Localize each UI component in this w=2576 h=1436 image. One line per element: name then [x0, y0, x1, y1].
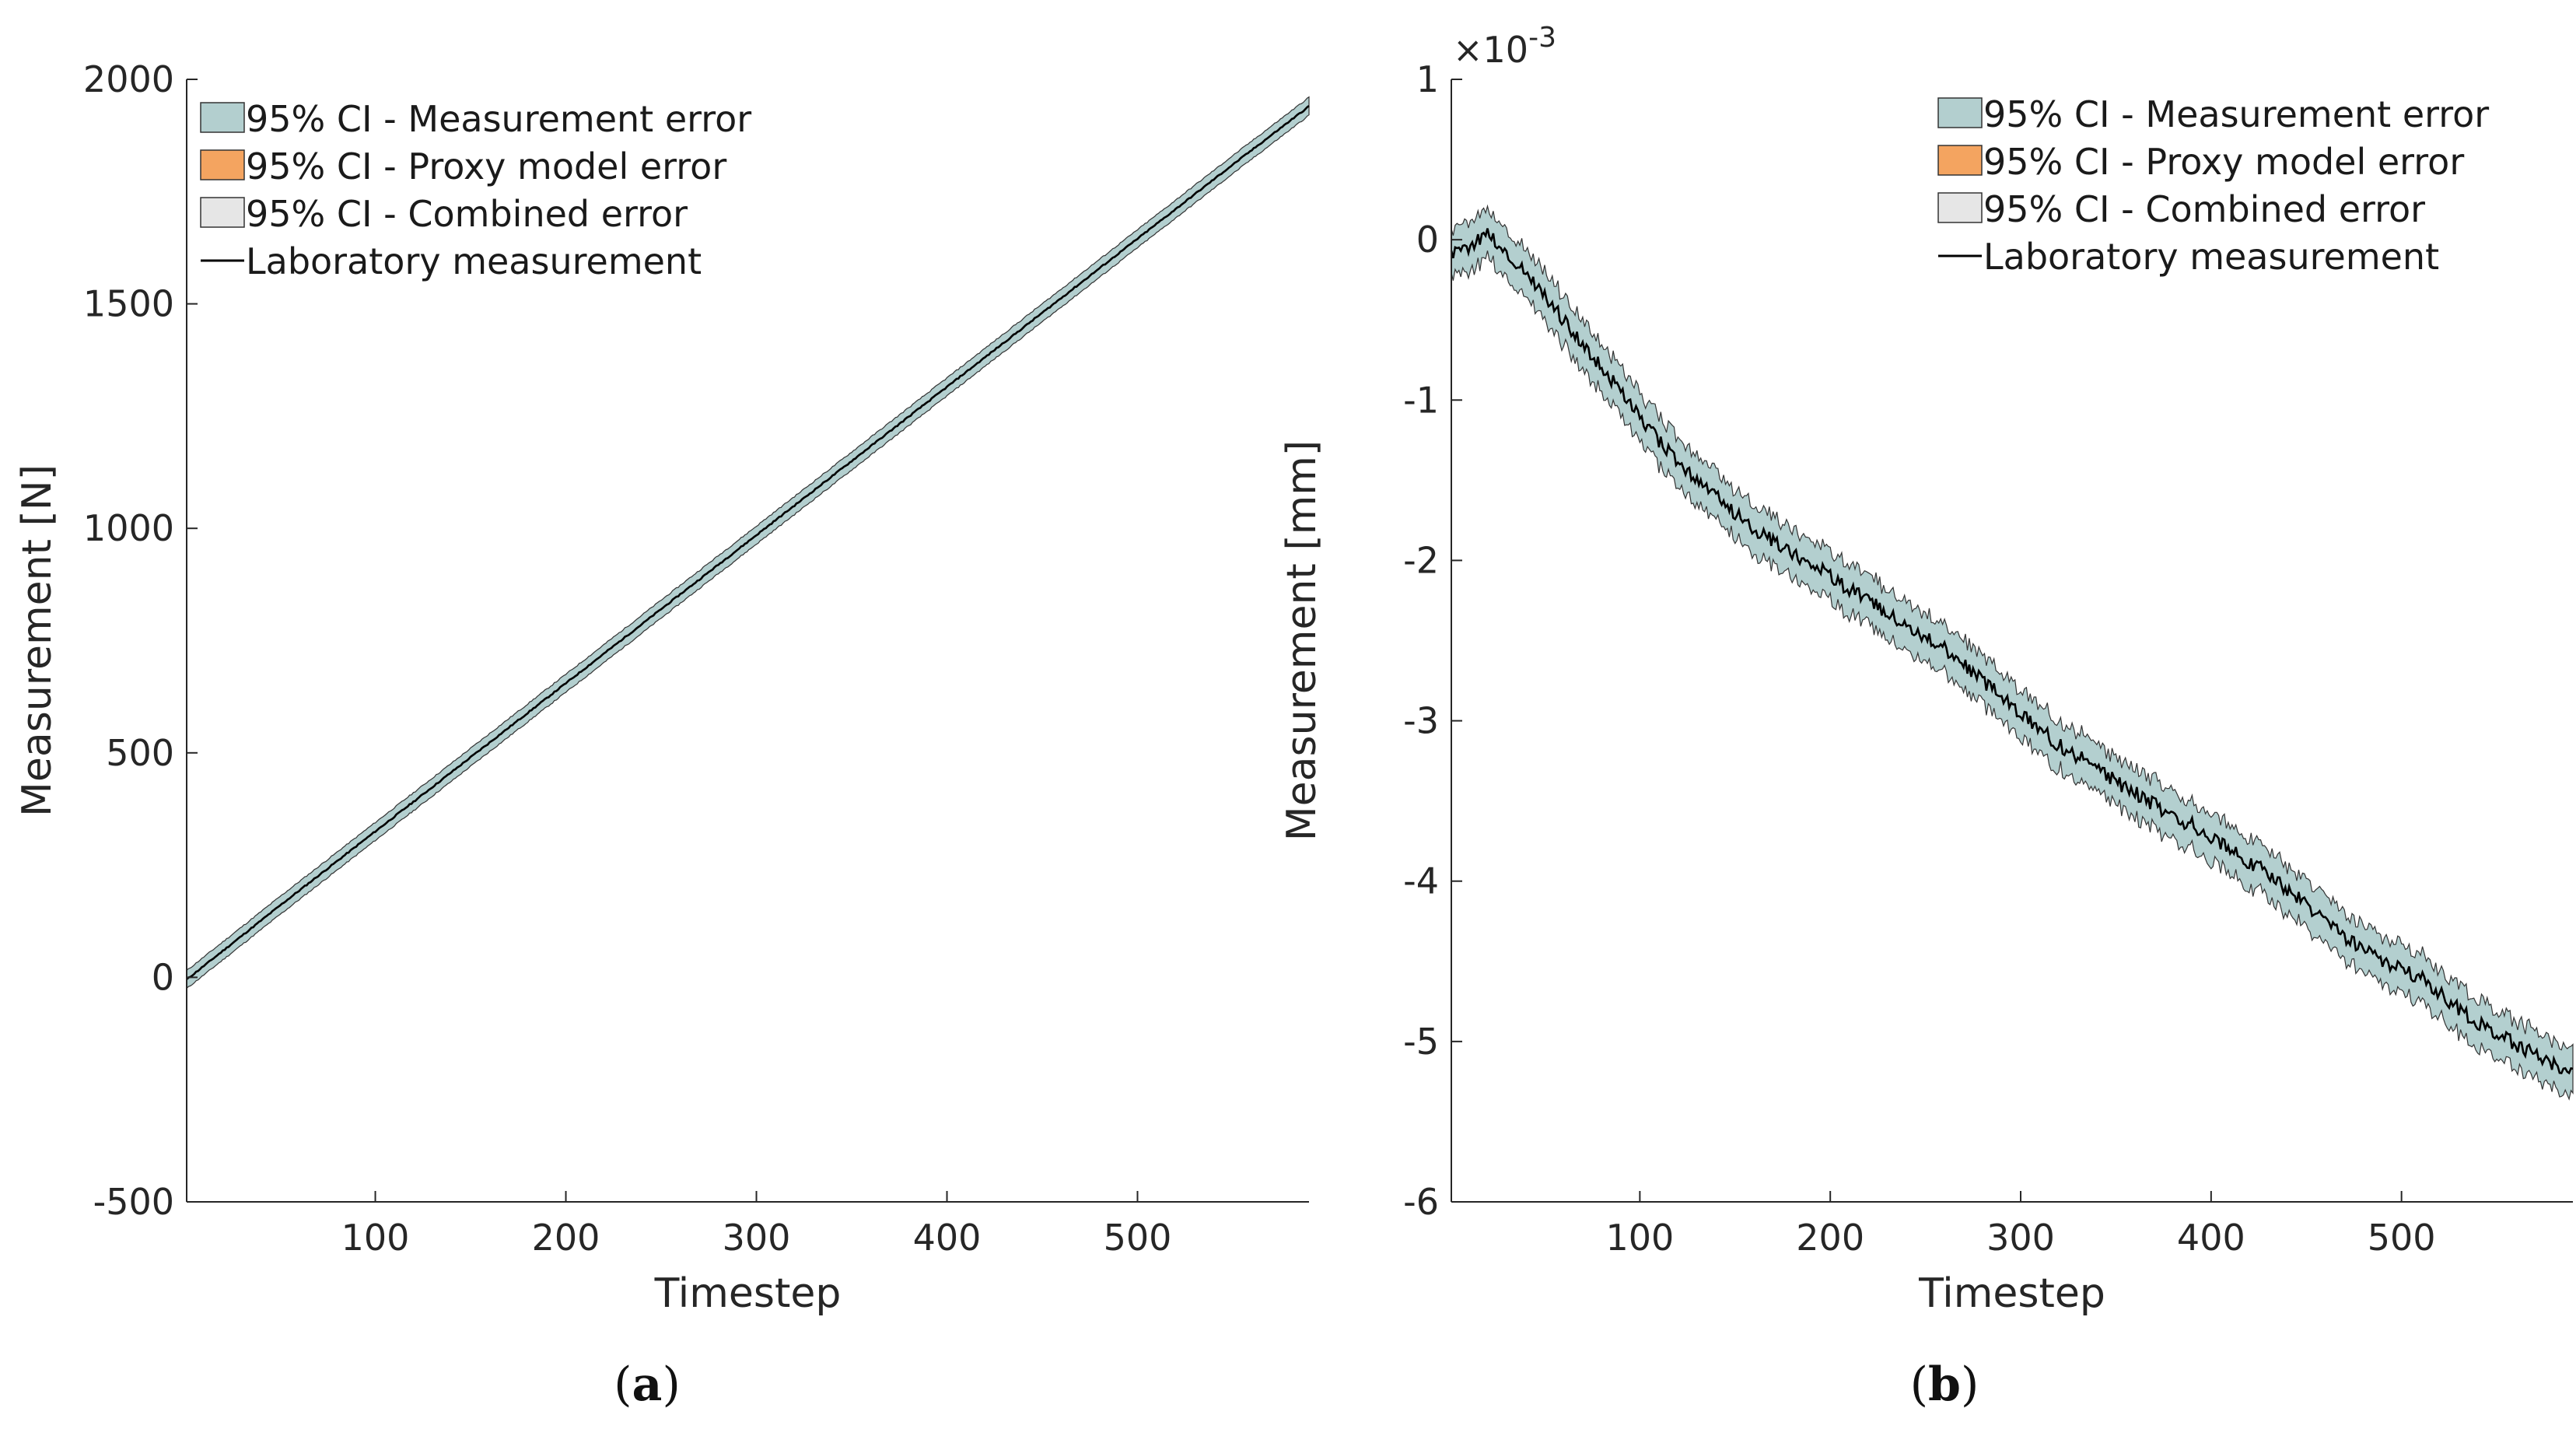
y-tick-label: -5	[1403, 1021, 1439, 1063]
x-tick-label: 300	[1986, 1217, 2055, 1259]
legend-label: Laboratory measurement	[1983, 236, 2439, 278]
y-tick-label: 500	[106, 732, 174, 774]
legend-swatch-combined-error	[1937, 192, 1983, 223]
laboratory-measurement-line	[186, 105, 1310, 980]
x-tick-label: 200	[532, 1217, 600, 1259]
x-tick-label: 400	[913, 1217, 982, 1259]
legend-swatch-measurement-error	[1937, 97, 1983, 128]
legend-label: 95% CI - Measurement error	[246, 98, 751, 140]
chart-panel-b: 100 200 300 400 500-6-5-4-3-2-101×10-3Timest…	[1279, 22, 2574, 1317]
laboratory-measurement-line	[1450, 228, 2574, 1075]
y-axis-label: Measurement [N]	[14, 464, 61, 817]
y-tick-label: -2	[1403, 539, 1439, 581]
y-exponent-power: -3	[1528, 22, 1556, 54]
y-exponent-label: ×10-3	[1453, 22, 1556, 71]
x-axis-label: Timestep	[654, 1270, 842, 1317]
y-tick-label: 0	[152, 956, 174, 998]
legend-swatch-combined-error	[200, 197, 245, 228]
x-tick-label: 100	[341, 1217, 410, 1259]
x-tick-label: 300	[723, 1217, 791, 1259]
legend-label: 95% CI - Combined error	[246, 193, 688, 235]
caption-b-letter: b	[1928, 1357, 1961, 1412]
legend-label: 95% CI - Measurement error	[1983, 93, 2489, 135]
legend-swatch-measurement-error	[200, 102, 245, 133]
legend-swatch-proxy-model-error	[200, 149, 245, 180]
legend-label: 95% CI - Proxy model error	[1983, 141, 2464, 183]
x-tick-label: 100	[1605, 1217, 1674, 1259]
y-axis-label: Measurement [mm]	[1279, 440, 1325, 841]
x-tick-label: 500	[1104, 1217, 1172, 1259]
y-tick-label: 0	[1416, 219, 1439, 261]
legend-label: 95% CI - Combined error	[1983, 188, 2425, 230]
x-axis-label: Timestep	[1918, 1270, 2105, 1317]
y-tick-label: -500	[93, 1181, 174, 1223]
caption-b: (b)	[1910, 1357, 1979, 1412]
x-tick-label: 200	[1796, 1217, 1864, 1259]
y-tick-label: 2000	[83, 58, 174, 100]
legend-label: Laboratory measurement	[246, 240, 702, 282]
chart-panel-a: 100 200 300 400 500 -500 0 500 1000 1500 2000 Times…	[14, 58, 1310, 1317]
caption-a-letter: a	[632, 1357, 663, 1412]
y-tick-label: 1000	[83, 507, 174, 549]
ci-band-measurement-error	[1451, 204, 2574, 1101]
x-tick-label: 400	[2177, 1217, 2245, 1259]
legend-swatch-proxy-model-error	[1937, 145, 1983, 176]
legend-label: 95% CI - Proxy model error	[246, 145, 726, 187]
y-tick-label: 1	[1416, 58, 1439, 100]
x-tick-label: 500	[2368, 1217, 2436, 1259]
y-tick-label: 1500	[83, 283, 174, 325]
y-tick-label: -4	[1403, 860, 1439, 902]
y-exponent-base: ×10	[1453, 29, 1528, 71]
y-tick-label: -1	[1403, 379, 1439, 421]
y-tick-label: -6	[1403, 1181, 1439, 1223]
y-tick-label: -3	[1403, 700, 1439, 742]
caption-a: (a)	[614, 1357, 681, 1412]
